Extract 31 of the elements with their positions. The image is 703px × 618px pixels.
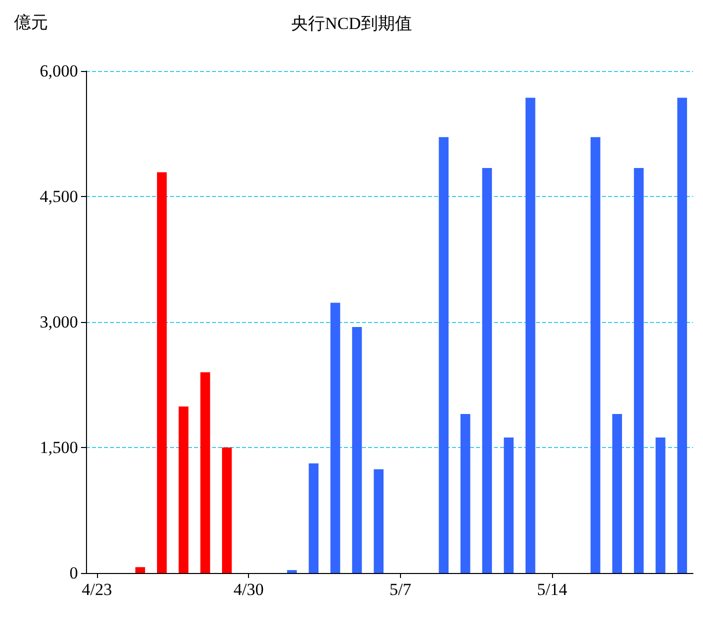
bar [612,414,622,573]
bar [590,137,600,573]
bar [330,302,340,573]
bar [656,437,666,573]
x-tick-label: 4/30 [233,580,264,599]
bar [178,406,188,573]
y-tick-label: 1,500 [40,438,78,457]
bar [526,98,536,573]
bar [504,437,514,573]
bar [222,448,232,573]
bar [352,327,362,573]
x-tick-label: 4/23 [82,580,112,599]
bar [634,168,644,573]
bar [308,463,319,573]
x-tick-label: 5/14 [536,580,568,599]
y-axis-title: 億元 [14,13,48,32]
chart-title: 央行NCD到期值 [291,14,412,33]
y-tick-label: 4,500 [40,187,78,206]
bar [438,137,449,573]
bar [374,469,384,573]
bar [287,570,297,573]
bar [677,98,688,573]
bar [135,567,146,573]
bar [460,414,470,573]
y-tick-label: 6,000 [40,62,78,80]
bar [200,372,210,573]
y-tick-label: 3,000 [40,312,78,332]
bar [156,172,167,573]
y-tick-label: 0 [70,564,78,582]
x-tick-label: 5/7 [389,580,412,599]
bar [482,168,492,573]
